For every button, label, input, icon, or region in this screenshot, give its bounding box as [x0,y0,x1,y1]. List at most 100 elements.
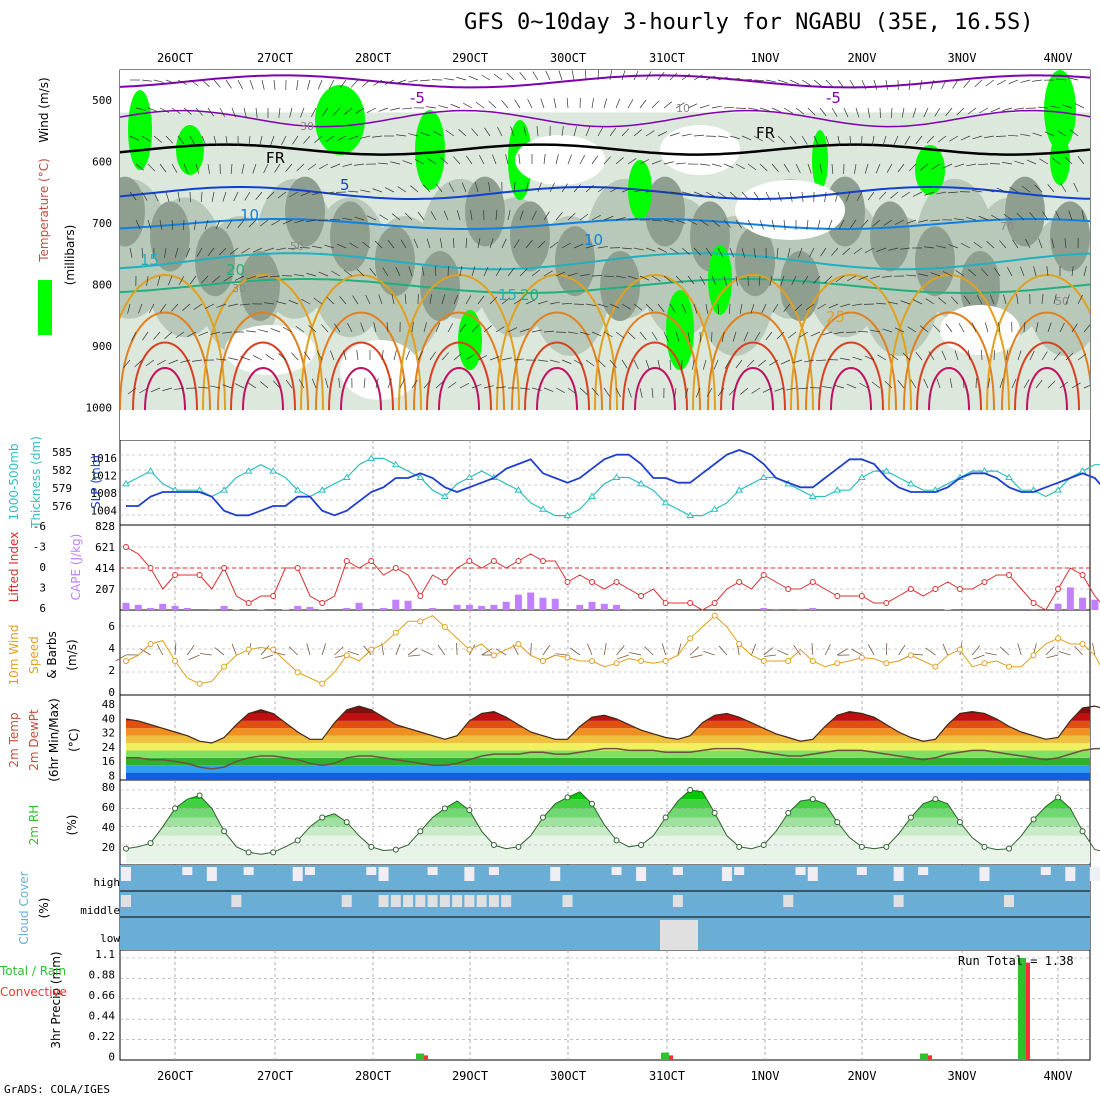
wind-barb [771,107,782,113]
wind-barb [621,128,630,137]
wind-speed-line-marker [368,646,375,653]
cloud-high-gap [672,867,683,875]
rh-dark-shading [915,226,955,297]
wind-barb [495,326,505,333]
wind-barb [440,157,449,165]
wind-barb [344,107,353,115]
rh2m-line-marker [883,843,890,850]
wind-barb [164,247,167,258]
bottom-date-tick: 2NOV [848,1069,877,1083]
cloud-mid-gap [464,895,475,907]
wind-barb [750,303,755,314]
wind-barb [283,326,293,333]
wind-barb [471,324,480,333]
panel-label: Temperature (°C) [37,158,51,263]
wind-barb [1077,353,1087,361]
wind-barb [883,219,893,226]
wind-barb [465,237,468,249]
wind-barb [561,183,568,193]
wind-barb [378,162,389,165]
rh2m-line-marker [736,843,743,850]
wind-speed-line-marker [343,652,350,659]
wind-barb [319,163,329,170]
wind-barb [888,301,899,305]
contour-label: 50 [1055,295,1069,308]
wind-barb [362,79,371,87]
wind-barb [240,356,251,361]
wind-barb [233,191,239,202]
wind-barb [759,163,768,172]
wind-barb [1012,239,1019,249]
wind-barb [759,107,770,112]
thickness-line-marker [244,467,253,474]
wind-barb [225,135,228,146]
wind-barb [507,267,515,277]
cloud-high-gap [366,867,377,875]
y-tick-label: 414 [95,562,115,575]
wind-barb [864,163,869,174]
wind-barb [894,219,905,225]
wind-barb [300,107,305,118]
precip-convective-bar [424,1055,428,1060]
wind-barb [423,380,431,389]
boundary-layer-isotherm [790,274,912,411]
cape-lifted-index-panel [120,544,1100,611]
wind-barb [453,237,455,249]
bottom-date-tick: 27OCT [257,1069,293,1083]
y-tick-label: 800 [92,279,112,292]
wind-barb [192,359,203,362]
lifted-index-line-marker [123,544,129,550]
rh2m-line-marker [343,819,350,826]
wind-barb [277,191,287,199]
wind-barb [435,322,441,333]
wind-barb [949,135,959,142]
wind-barb [897,163,905,173]
top-date-tick: 31OCT [649,51,685,65]
wind-barb [819,163,823,174]
boundary-layer-isotherm [242,367,284,411]
wind-barb [882,135,887,146]
wind-barb [475,101,485,109]
wind-barb [842,247,851,255]
lifted-index-line-marker [539,558,546,564]
slp-thickness-panel [120,449,1100,519]
wind-barb [585,244,596,249]
wind-barb [693,247,702,256]
wind-barb [789,191,793,202]
wind-barb [414,159,425,165]
wind-barb [834,384,845,389]
wind-barb [819,107,827,117]
cloud-high-gap [918,867,929,875]
wind-barb [777,191,782,202]
cloud-mid-gap [231,895,242,907]
wind-barb [201,79,210,87]
cape-bar [465,604,473,610]
wind-barb [311,378,317,389]
lifted-index-line-marker [1079,572,1086,578]
wind10m-barb [214,647,225,656]
wind10m-barb [793,644,801,656]
wind-barb [633,189,644,193]
cloud-high-gap [636,867,647,881]
wind-barb [741,135,752,141]
wind-speed-line-marker [883,660,890,667]
wind-barb [633,70,639,81]
wind-barb [537,240,546,249]
thickness-line-marker [588,492,596,500]
contour-label: 70 [1000,220,1014,233]
wind-barb [977,163,989,166]
wind-barb [633,129,642,137]
wind-barb [1002,161,1013,165]
wind-barb [609,303,620,309]
panel-label: 2m DewPt [27,709,41,771]
wind-barb [321,324,329,333]
wind-barb [889,353,899,361]
wind-barb [783,163,790,173]
top-date-tick: 27OCT [257,51,293,65]
cape-bar [478,605,486,610]
wind-barb [360,322,365,333]
wind-barb [986,241,995,249]
wind10m-barb [764,654,777,657]
wind-barb [739,303,743,314]
